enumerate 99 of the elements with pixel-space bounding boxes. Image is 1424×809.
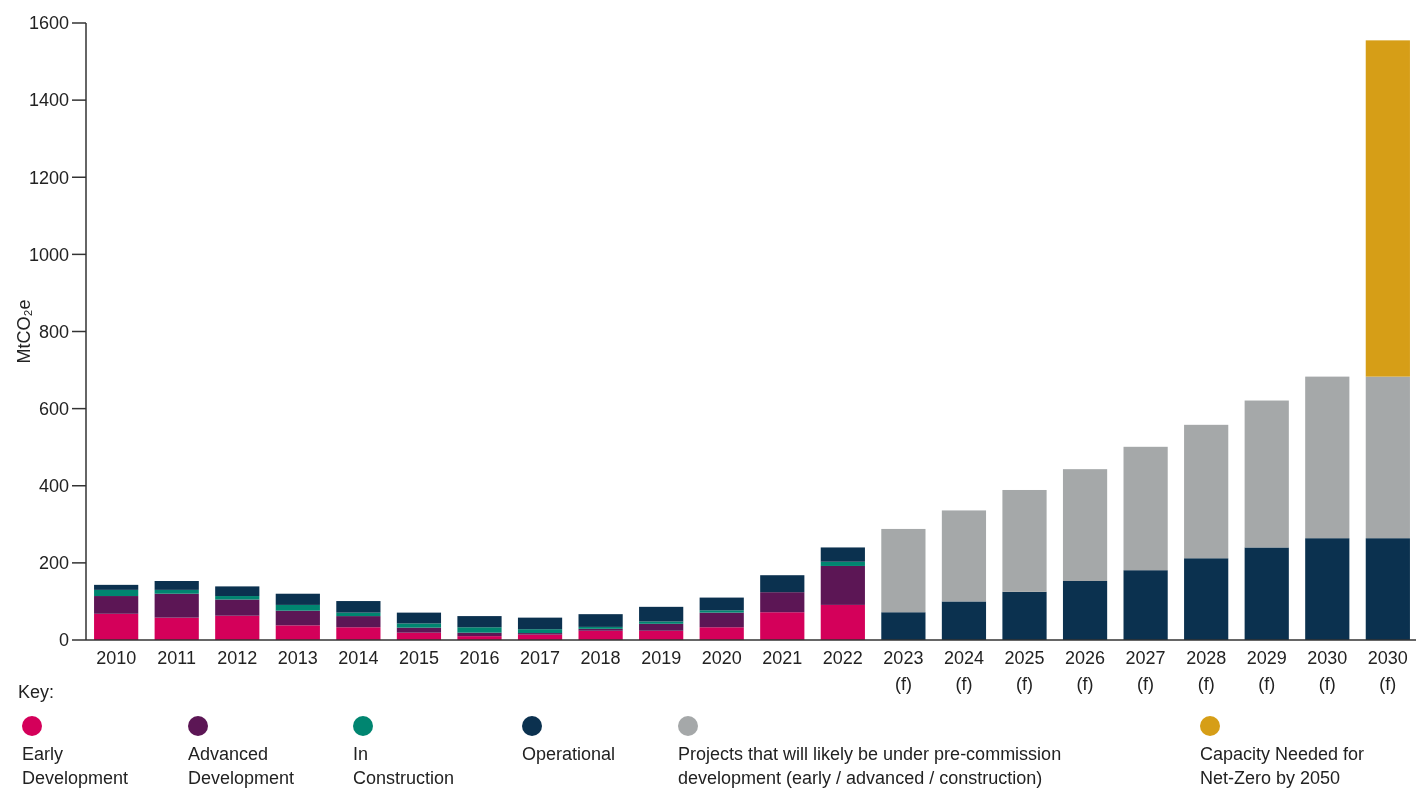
x-tick-label: 2023 (f) <box>883 648 924 694</box>
y-tick-label: 200 <box>38 553 69 574</box>
x-tick-label: 2021 <box>762 648 803 668</box>
bar <box>275 610 320 626</box>
bar <box>275 625 320 640</box>
bar <box>457 627 502 633</box>
bar <box>699 612 744 628</box>
x-tick-label: 2026 (f) <box>1065 648 1106 694</box>
bar <box>639 623 684 631</box>
bar <box>1002 591 1047 640</box>
x-tick-label: 2030 (f) <box>1367 648 1408 694</box>
bar <box>517 617 563 630</box>
x-tick-label: 2027 (f) <box>1125 648 1166 694</box>
bar <box>336 601 381 613</box>
x-tick-label: 2016 <box>459 648 500 668</box>
bar <box>1062 469 1108 581</box>
bar <box>1184 558 1229 640</box>
bar <box>517 629 563 634</box>
bar <box>457 616 502 628</box>
bar <box>215 615 260 640</box>
y-tick-label: 0 <box>58 630 69 651</box>
x-tick-label: 2011 <box>157 648 197 668</box>
bar <box>820 561 865 566</box>
legend-title: Key: <box>18 682 55 702</box>
x-tick-label: 2020 <box>701 648 742 668</box>
bar <box>396 627 442 633</box>
bar <box>639 606 684 622</box>
bar <box>881 528 926 613</box>
bar <box>1244 400 1289 548</box>
bar <box>1244 547 1289 640</box>
bar <box>1365 40 1410 377</box>
y-tick-label: 400 <box>38 476 69 497</box>
bar <box>1123 570 1168 640</box>
x-tick-label: 2019 <box>641 648 682 668</box>
x-tick-label: 2030 (f) <box>1307 648 1348 694</box>
x-tick-label: 2010 <box>96 648 137 668</box>
x-tick-label: 2012 <box>217 648 258 668</box>
bar <box>820 547 865 562</box>
x-tick-label: 2014 <box>338 648 379 668</box>
legend-label: Projects that will likely be under pre-commission development (early / advanced / construction) <box>678 744 1062 788</box>
legend-label: Early Development <box>22 744 129 788</box>
x-tick-label: 2025 (f) <box>1004 648 1045 694</box>
bar <box>1184 424 1229 559</box>
legend-label: Capacity Needed for Net-Zero by 2050 <box>1200 744 1365 788</box>
bar <box>94 589 139 597</box>
x-tick-label: 2024 (f) <box>943 648 984 694</box>
bar <box>639 621 684 624</box>
bar <box>154 589 199 594</box>
bar <box>275 604 320 611</box>
bar <box>215 599 260 616</box>
bar <box>1365 376 1410 539</box>
legend-label: In Construction <box>353 744 455 788</box>
bar <box>881 612 926 640</box>
bar <box>396 612 442 624</box>
bar <box>699 597 744 611</box>
x-tick-label: 2018 <box>580 648 621 668</box>
bar <box>1365 538 1410 640</box>
bar <box>760 575 805 593</box>
y-tick-label: 800 <box>38 321 69 342</box>
bar <box>396 623 442 628</box>
bar <box>760 612 805 640</box>
bar <box>1002 489 1047 592</box>
bar <box>336 627 381 640</box>
x-tick-label: 2013 <box>277 648 318 668</box>
y-tick-label: 1200 <box>28 167 69 188</box>
y-tick-label: 1000 <box>28 244 69 265</box>
bar <box>275 593 320 605</box>
bar <box>336 616 381 628</box>
bar <box>820 565 865 605</box>
bar <box>154 581 199 590</box>
bar <box>215 586 260 597</box>
bar <box>94 584 139 590</box>
x-tick-label: 2028 (f) <box>1186 648 1227 694</box>
x-tick-label: 2015 <box>398 648 439 668</box>
bar <box>154 617 199 640</box>
bar <box>1305 376 1350 539</box>
bar <box>699 627 744 640</box>
bar <box>1123 446 1168 571</box>
y-axis-title: MtCO₂e <box>14 299 34 364</box>
legend-label: Advanced Development <box>188 744 295 788</box>
bar <box>578 614 623 627</box>
y-tick-label: 1600 <box>28 13 69 34</box>
bar <box>941 510 987 602</box>
bar <box>699 610 744 613</box>
bar <box>94 613 139 640</box>
y-tick-label: 1400 <box>28 90 69 111</box>
bar <box>820 604 865 640</box>
bar <box>94 596 139 614</box>
legend-label: Operational <box>522 744 616 764</box>
bar <box>760 592 805 613</box>
x-tick-label: 2022 <box>822 648 863 668</box>
x-tick-label: 2017 <box>520 648 561 668</box>
bar <box>941 601 987 640</box>
bar <box>1062 581 1108 640</box>
bar <box>154 593 199 618</box>
bar <box>215 596 260 600</box>
bar <box>1305 538 1350 640</box>
x-tick-label: 2029 (f) <box>1246 648 1287 694</box>
y-tick-label: 600 <box>38 398 69 419</box>
